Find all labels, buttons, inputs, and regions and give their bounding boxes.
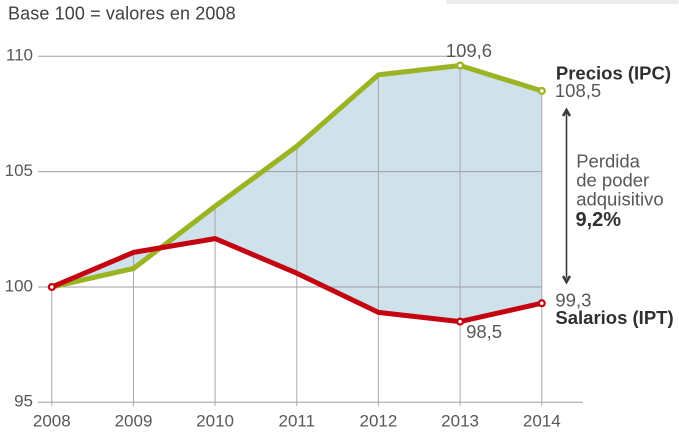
svg-text:2011: 2011 <box>279 412 316 431</box>
svg-text:2009: 2009 <box>115 412 153 431</box>
svg-text:2008: 2008 <box>33 412 71 431</box>
svg-text:110: 110 <box>6 46 33 65</box>
svg-text:109,6: 109,6 <box>446 40 492 61</box>
svg-text:105: 105 <box>5 161 33 180</box>
svg-text:Base 100 = valores en 2008: Base 100 = valores en 2008 <box>8 3 236 23</box>
svg-text:de poder: de poder <box>576 169 649 190</box>
svg-text:Salarios (IPT): Salarios (IPT) <box>555 307 673 328</box>
svg-text:2012: 2012 <box>359 412 397 431</box>
svg-text:Precios (IPC): Precios (IPC) <box>556 62 671 83</box>
svg-text:108,5: 108,5 <box>555 80 601 101</box>
svg-text:adquisitivo: adquisitivo <box>576 188 663 209</box>
svg-text:98,5: 98,5 <box>466 321 502 342</box>
svg-text:2010: 2010 <box>196 412 234 431</box>
svg-text:2013: 2013 <box>441 412 479 431</box>
svg-text:Perdida: Perdida <box>576 151 640 172</box>
svg-text:100: 100 <box>5 277 33 296</box>
svg-text:2014: 2014 <box>523 412 561 431</box>
svg-text:99,3: 99,3 <box>555 290 591 311</box>
svg-text:9,2%: 9,2% <box>576 209 622 231</box>
svg-text:95: 95 <box>14 392 33 411</box>
